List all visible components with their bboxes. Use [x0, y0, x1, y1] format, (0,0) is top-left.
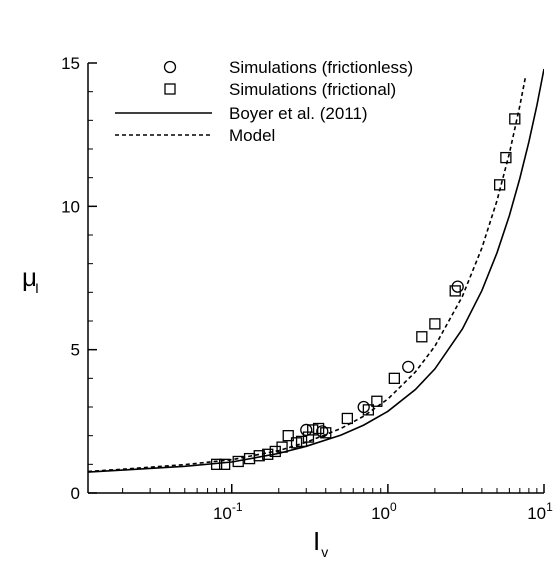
x-axis-title: Iv — [313, 526, 328, 560]
frictional-point — [282, 430, 294, 442]
frictionless-point — [451, 280, 464, 293]
boyer-curve — [88, 68, 544, 473]
legend-label: Boyer et al. (2011) — [229, 104, 368, 123]
frictional-point — [416, 331, 428, 343]
frictional-point — [210, 458, 223, 470]
frictional-point — [295, 435, 308, 448]
frictional-point — [253, 450, 265, 462]
model-curve — [88, 77, 527, 473]
frictional-point — [276, 441, 288, 453]
frictional-point — [341, 412, 353, 425]
y-tick-label: 15 — [61, 54, 80, 73]
frictional-point — [509, 113, 521, 125]
frictional-point — [320, 427, 332, 439]
frictional-point — [302, 431, 315, 443]
frictional-point — [449, 285, 461, 297]
frictional-point — [362, 404, 375, 416]
x-tick-label: 100 — [371, 500, 397, 523]
frictionless-point — [402, 360, 415, 374]
legend-square-marker — [164, 83, 176, 95]
y-tick-label: 5 — [71, 341, 80, 360]
frictional-point — [494, 179, 506, 191]
frictionless-point — [300, 423, 313, 437]
frictional-point — [429, 318, 441, 330]
y-tick-label: 0 — [71, 484, 80, 503]
frictional-point — [371, 395, 383, 407]
frictional-point — [269, 445, 281, 458]
legend: Simulations (frictionless) Simulations (f… — [115, 58, 413, 145]
y-axis-title: μI — [22, 262, 39, 296]
frictional-point — [262, 448, 274, 460]
frictionless-point — [316, 425, 329, 438]
frictional-point — [312, 422, 325, 435]
legend-label: Simulations (frictional) — [229, 80, 396, 99]
frictional-point — [218, 458, 231, 470]
y-tick-label: 10 — [61, 197, 80, 216]
frictional-point — [232, 455, 244, 468]
legend-label: Simulations (frictionless) — [229, 58, 413, 77]
frictional-point — [307, 424, 319, 436]
markers-layer — [210, 113, 521, 470]
frictional-point — [500, 151, 512, 164]
ticks-layer: 0 5 10 15 10-1 100 101 — [61, 54, 553, 523]
x-tick-label: 101 — [527, 500, 553, 523]
legend-circle-marker — [163, 60, 177, 74]
legend-label: Model — [229, 126, 275, 145]
frictional-point — [388, 372, 400, 384]
axes-layer — [87, 63, 544, 494]
x-tick-label: 10-1 — [213, 500, 243, 523]
curves-layer — [88, 68, 544, 473]
